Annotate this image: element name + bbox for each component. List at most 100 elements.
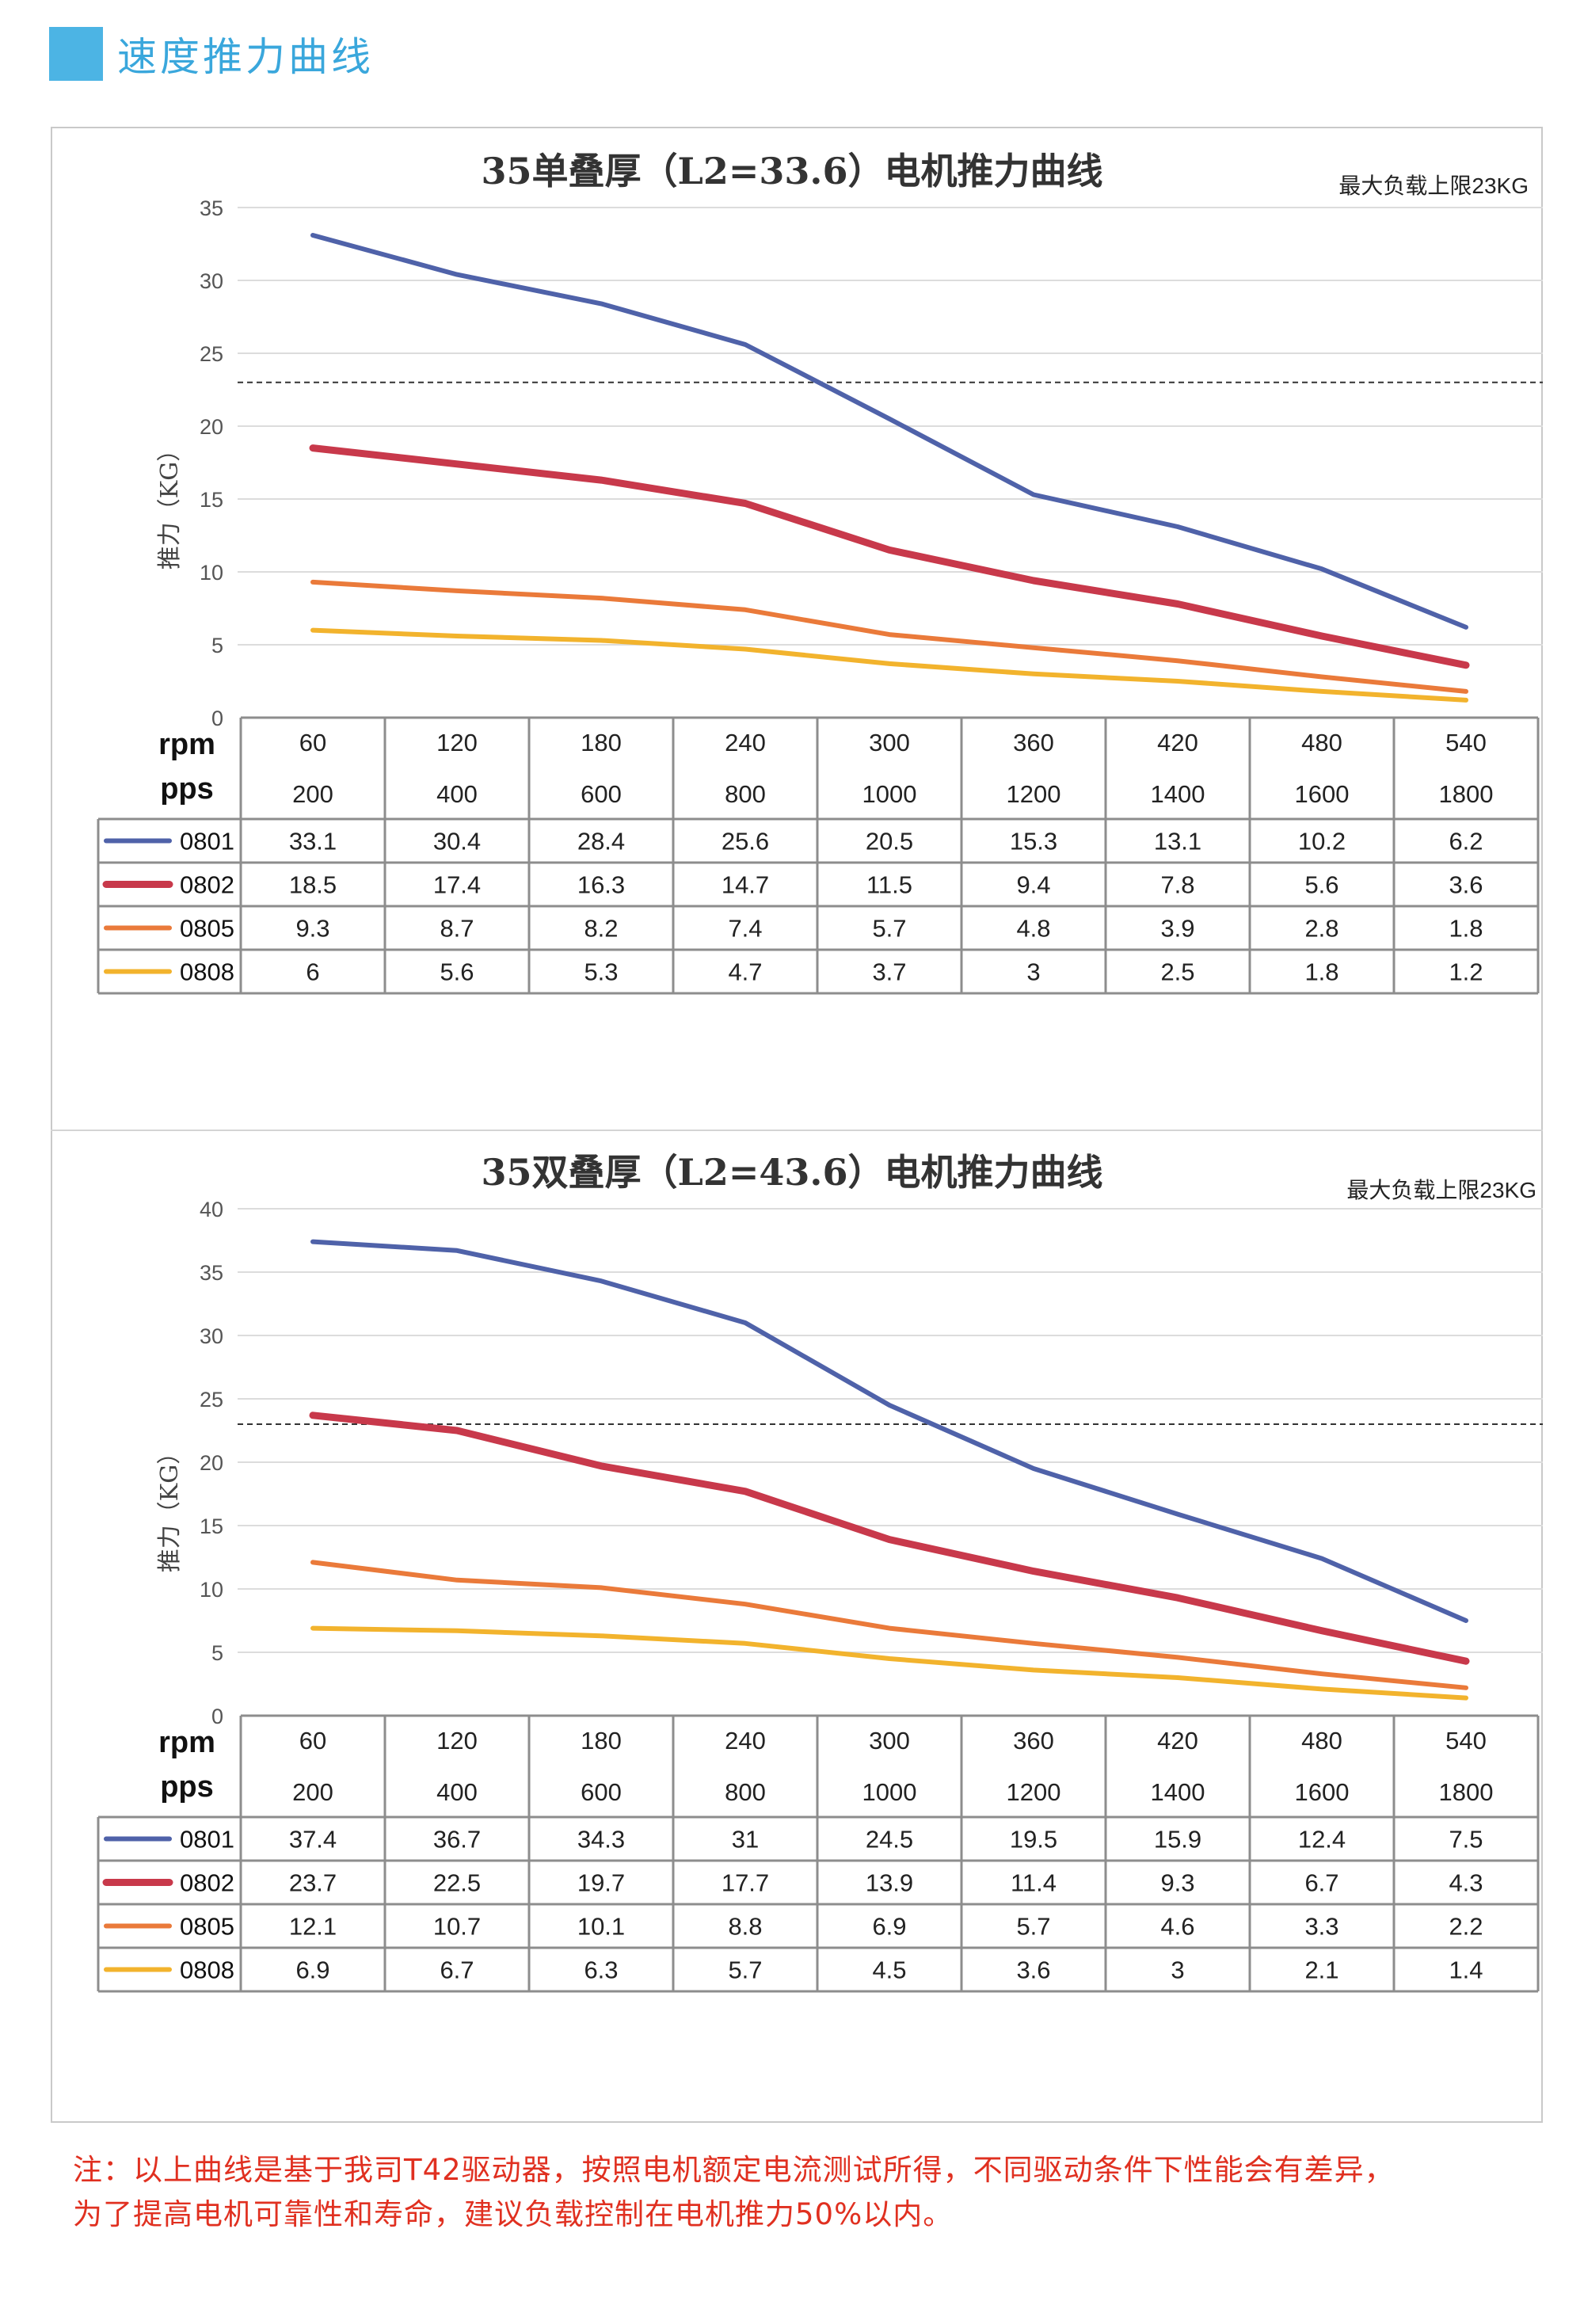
- data-label: 4.5: [872, 1956, 906, 1984]
- rpm-tick-label: 300: [869, 729, 910, 756]
- series-line-0805: [310, 579, 1468, 694]
- data-label: 23.7: [289, 1869, 337, 1897]
- section-header: 速度推力曲线: [49, 27, 374, 81]
- data-label: 4.3: [1449, 1869, 1483, 1897]
- rpm-tick-label: 60: [299, 729, 326, 756]
- y-tick-label: 15: [200, 1514, 223, 1538]
- y-tick-label: 0: [211, 707, 223, 730]
- data-label: 28.4: [577, 828, 625, 855]
- rpm-tick-label: 360: [1013, 1727, 1054, 1754]
- row-label-pps: pps: [160, 1770, 214, 1804]
- data-label: 34.3: [577, 1826, 625, 1853]
- data-label: 15.9: [1154, 1826, 1201, 1853]
- y-tick-label: 25: [200, 342, 223, 366]
- data-label: 8.7: [440, 915, 474, 943]
- data-label: 10.1: [577, 1913, 625, 1941]
- chart-double-stack: 35双叠厚（L2=43.6）电机推力曲线 最大负载上限23KG 0 5 10 15 20 25…: [97, 1151, 1543, 1993]
- data-label: 2.5: [1160, 958, 1194, 986]
- series-line-0808: [310, 1625, 1468, 1701]
- header-accent-square: [49, 27, 103, 81]
- y-tick-label: 20: [200, 1451, 223, 1475]
- data-label: 5.7: [728, 1956, 762, 1984]
- y-tick-label: 0: [211, 1705, 223, 1728]
- data-label: 9.3: [1160, 1869, 1194, 1897]
- data-label: 1.8: [1304, 958, 1338, 986]
- rpm-tick-label: 180: [581, 1727, 622, 1754]
- data-label: 6: [306, 958, 319, 986]
- rpm-tick-label: 480: [1301, 1727, 1342, 1754]
- data-label: 14.7: [722, 871, 769, 899]
- data-label: 11.4: [1011, 1869, 1057, 1897]
- pps-tick-label: 1200: [1007, 780, 1061, 808]
- pps-tick-label: 1400: [1151, 780, 1205, 808]
- pps-tick-label: 1000: [862, 1778, 917, 1806]
- pps-tick-label: 1600: [1295, 780, 1350, 808]
- chart-single-stack: 35单叠厚（L2=33.6）电机推力曲线 最大负载上限23KG 0 5 10 15 20 25…: [97, 150, 1543, 995]
- row-label-rpm: rpm: [158, 728, 215, 761]
- row-label-rpm: rpm: [158, 1726, 215, 1759]
- data-label: 16.3: [577, 871, 625, 899]
- y-tick-label: 5: [211, 634, 223, 657]
- data-label: 5.6: [440, 958, 474, 986]
- data-label: 5.3: [584, 958, 618, 986]
- series-line-0808: [310, 627, 1468, 703]
- data-label: 4.6: [1160, 1913, 1194, 1941]
- rpm-tick-label: 180: [581, 729, 622, 756]
- pps-tick-label: 800: [725, 1778, 766, 1806]
- series-line-0802: [309, 444, 1470, 669]
- data-label: 8.8: [728, 1913, 762, 1941]
- data-label: 13.9: [866, 1869, 913, 1897]
- series-line-0805: [310, 1560, 1468, 1690]
- pps-tick-label: 1400: [1151, 1778, 1205, 1806]
- max-load-annotation: 最大负载上限23KG: [1338, 173, 1529, 198]
- y-tick-label: 10: [200, 561, 223, 585]
- rpm-tick-label: 540: [1445, 1727, 1487, 1754]
- data-label: 3: [1171, 1956, 1184, 1984]
- row-label-pps: pps: [160, 772, 214, 806]
- data-label: 6.7: [1304, 1869, 1338, 1897]
- chart-title: 35单叠厚（L2=33.6）电机推力曲线: [482, 150, 1103, 192]
- y-tick-label: 35: [200, 196, 223, 220]
- rpm-tick-label: 540: [1445, 729, 1487, 756]
- data-label: 3.6: [1016, 1956, 1050, 1984]
- data-label: 33.1: [289, 828, 337, 855]
- y-tick-label: 5: [211, 1641, 223, 1665]
- y-tick-label: 40: [200, 1198, 223, 1221]
- y-tick-label: 20: [200, 415, 223, 439]
- data-label: 3.7: [872, 958, 906, 986]
- legend-label-0805: 0805: [180, 1913, 234, 1941]
- data-label: 9.4: [1016, 871, 1050, 899]
- data-label: 6.7: [440, 1956, 474, 1984]
- pps-tick-label: 1800: [1439, 780, 1494, 808]
- rpm-tick-label: 420: [1157, 729, 1198, 756]
- data-label: 22.5: [433, 1869, 481, 1897]
- data-label: 37.4: [289, 1826, 337, 1853]
- data-label: 7.5: [1449, 1826, 1483, 1853]
- data-label: 2.1: [1304, 1956, 1338, 1984]
- data-label: 6.2: [1449, 828, 1483, 855]
- y-axis-label: 推力（KG）: [156, 1441, 184, 1572]
- pps-tick-label: 800: [725, 780, 766, 808]
- rpm-tick-label: 240: [725, 729, 766, 756]
- series-line-0801: [310, 1239, 1468, 1623]
- pps-tick-label: 200: [292, 780, 333, 808]
- data-label: 30.4: [433, 828, 481, 855]
- data-label: 3.9: [1160, 915, 1194, 943]
- footnote-line-2: 为了提高电机可靠性和寿命，建议负载控制在电机推力50%以内。: [73, 2197, 954, 2231]
- data-label: 12.1: [289, 1913, 337, 1941]
- data-label: 2.2: [1449, 1913, 1483, 1941]
- data-label: 18.5: [289, 871, 337, 899]
- y-tick-label: 10: [200, 1578, 223, 1602]
- pps-tick-label: 200: [292, 1778, 333, 1806]
- pps-tick-label: 1800: [1439, 1778, 1494, 1806]
- pps-tick-label: 1200: [1007, 1778, 1061, 1806]
- data-label: 3.3: [1304, 1913, 1338, 1941]
- pps-tick-label: 1600: [1295, 1778, 1350, 1806]
- y-tick-label: 35: [200, 1261, 223, 1285]
- pps-tick-label: 400: [436, 780, 478, 808]
- legend-label-0805: 0805: [180, 915, 234, 943]
- section-title: 速度推力曲线: [117, 34, 374, 80]
- data-label: 1.8: [1449, 915, 1483, 943]
- pps-tick-label: 1000: [862, 780, 917, 808]
- legend-label-0801: 0801: [180, 1826, 234, 1853]
